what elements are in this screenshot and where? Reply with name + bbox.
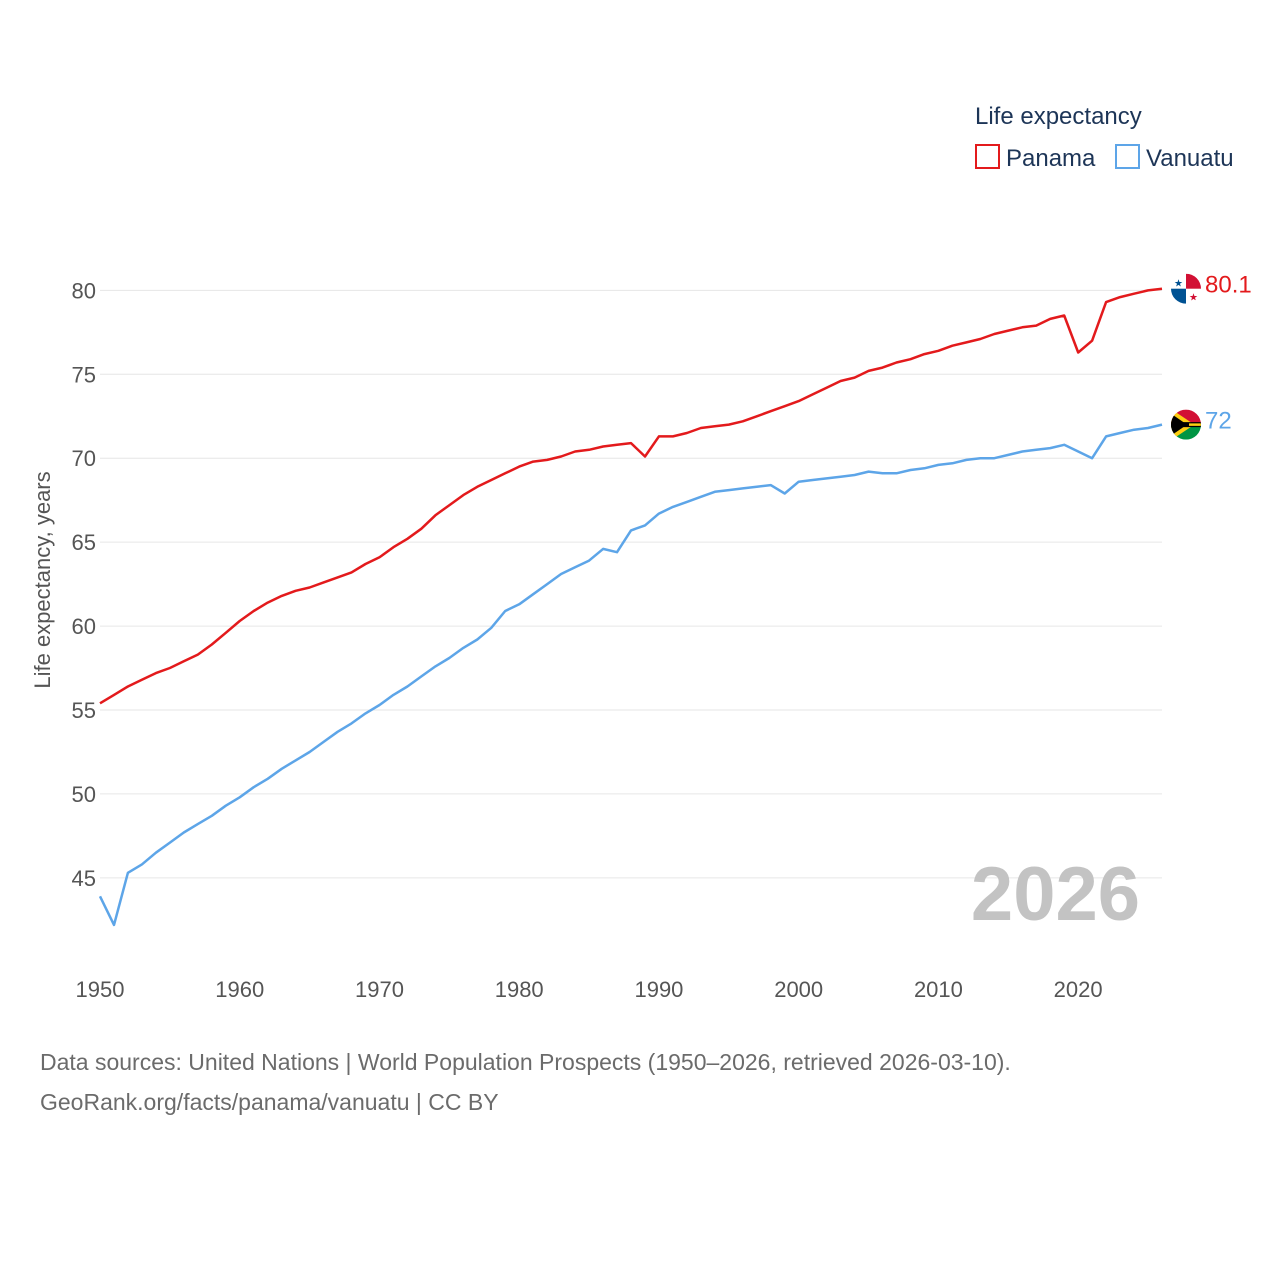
legend-item-panama[interactable]: Panama [975,144,1096,172]
y-tick-label: 45 [72,866,96,891]
vanuatu-flag-icon [1171,409,1201,440]
legend-label-vanuatu: Vanuatu [1146,145,1234,172]
legend-item-vanuatu[interactable]: Vanuatu [1115,144,1234,172]
x-tick-label: 1990 [634,977,683,1002]
series-lines [98,287,1163,927]
gridlines [100,289,1162,879]
x-tick-label: 1950 [76,977,125,1002]
legend-title: Life expectancy [975,103,1142,130]
y-tick-label: 60 [72,614,96,639]
x-tick-label: 2000 [774,977,823,1002]
current-year-label: 2026 [971,852,1140,937]
y-tick-label: 55 [72,698,96,723]
x-tick-label: 1960 [215,977,264,1002]
end-label-vanuatu: 72 [1205,408,1232,435]
footer: Data sources: United Nations | World Pop… [40,1042,1011,1122]
series-line-vanuatu[interactable] [98,423,1163,927]
y-tick-label: 50 [72,782,96,807]
x-tick-label: 2010 [914,977,963,1002]
y-tick-label: 75 [72,362,96,387]
y-tick-label: 70 [72,446,96,471]
footer-sources: Data sources: United Nations | World Pop… [40,1049,1011,1075]
y-tick-label: 65 [72,530,96,555]
series-line-panama[interactable] [99,287,1163,705]
chart: 45 50 55 60 65 70 75 80 1950 1960 1970 1980 1990 200… [30,103,1252,1002]
x-tick-label: 2020 [1054,977,1103,1002]
x-axis-ticks: 1950 1960 1970 1980 1990 2000 2010 2020 [76,977,1103,1002]
y-axis-label: Life expectancy, years [30,471,55,688]
end-label-panama: 80.1 [1205,272,1252,299]
y-axis-ticks: 45 50 55 60 65 70 75 80 [72,278,96,891]
legend: Life expectancy Panama Vanuatu [975,103,1234,172]
legend-swatch-panama [975,144,1000,169]
y-tick-label: 80 [72,278,96,303]
legend-swatch-vanuatu [1115,144,1140,169]
legend-label-panama: Panama [1006,145,1096,172]
footer-credit: GeoRank.org/facts/panama/vanuatu | CC BY [40,1089,499,1115]
svg-text:★: ★ [1189,293,1198,304]
svg-text:★: ★ [1174,279,1183,290]
x-tick-label: 1980 [495,977,544,1002]
x-tick-label: 1970 [355,977,404,1002]
panama-flag-icon: ★ ★ [1171,273,1201,304]
